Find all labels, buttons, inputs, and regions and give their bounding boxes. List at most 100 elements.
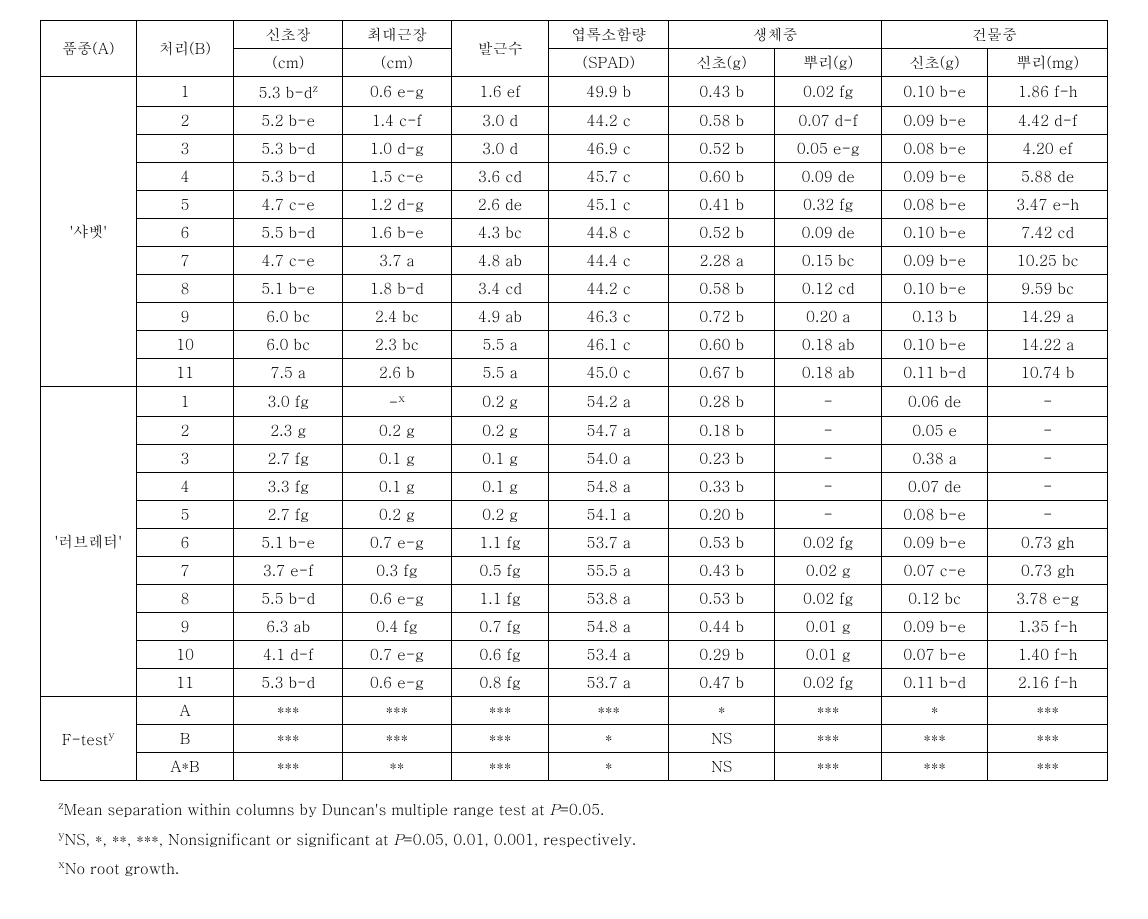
col-root-count: 발근수 <box>451 21 549 77</box>
cell: 0.05 e <box>881 417 987 445</box>
cell: *** <box>988 725 1108 753</box>
cell: *** <box>234 697 343 725</box>
table-row: B**********NS********* <box>41 725 1108 753</box>
sub-fresh-root: 뿌리(g) <box>775 49 881 77</box>
cell: 0.07 c-e <box>881 557 987 585</box>
cell: 0.20 a <box>775 303 881 331</box>
footnote-y-post: =0.05, 0.01, 0.001, respectively. <box>403 829 636 850</box>
cell: 0.6 fg <box>451 641 549 669</box>
col-shoot-length: 신초장 <box>234 21 343 49</box>
cell: 0.72 b <box>668 303 774 331</box>
cell: 55.5 a <box>549 557 669 585</box>
cell: 0.12 bc <box>881 585 987 613</box>
unit-shoot-length: (cm) <box>234 49 343 77</box>
cell: 5.5 b-d <box>234 585 343 613</box>
cell: 3.78 e-g <box>988 585 1108 613</box>
cell: 6.3 ab <box>234 613 343 641</box>
table-row: 73.7 e-f0.3 fg0.5 fg55.5 a0.43 b0.02 g0.… <box>41 557 1108 585</box>
cell: 0.2 g <box>343 501 452 529</box>
cell: A*B <box>136 753 234 781</box>
cell: 4 <box>136 473 234 501</box>
cell: - <box>775 387 881 417</box>
cell: 0.1 g <box>451 473 549 501</box>
table-row: 25.2 b-e1.4 c-f3.0 d44.2 c0.58 b0.07 d-f… <box>41 107 1108 135</box>
cell: 5.2 b-e <box>234 107 343 135</box>
cell: 1.6 b-e <box>343 219 452 247</box>
table-header: 품종(A) 처리(B) 신초장 최대근장 발근수 엽록소함량 생체중 건물중 (… <box>41 21 1108 77</box>
cell: 0.09 de <box>775 163 881 191</box>
cell: 0.73 gh <box>988 557 1108 585</box>
cell: 0.1 g <box>343 445 452 473</box>
cell: - <box>988 473 1108 501</box>
cell: - <box>988 417 1108 445</box>
cell: 0.10 b-e <box>881 219 987 247</box>
table-row: 52.7 fg0.2 g0.2 g54.1 a0.20 b-0.08 b-e- <box>41 501 1108 529</box>
unit-chlorophyll: (SPAD) <box>549 49 669 77</box>
cell: *** <box>343 697 452 725</box>
cell: *** <box>881 725 987 753</box>
cell: 54.7 a <box>549 417 669 445</box>
cell: 6.0 bc <box>234 331 343 359</box>
table-row: '러브레터'13.0 fg-x0.2 g54.2 a0.28 b-0.06 de… <box>41 387 1108 417</box>
cell: 5.1 b-e <box>234 275 343 303</box>
col-treatment: 처리(B) <box>136 21 234 77</box>
cell: 0.10 b-e <box>881 77 987 107</box>
cell: 4.9 ab <box>451 303 549 331</box>
data-table: 품종(A) 처리(B) 신초장 최대근장 발근수 엽록소함량 생체중 건물중 (… <box>40 20 1108 781</box>
table-row: F-testyA******************** <box>41 697 1108 725</box>
cell: 45.7 c <box>549 163 669 191</box>
cell: 2 <box>136 417 234 445</box>
cell: 0.11 b-d <box>881 669 987 697</box>
cell: 2 <box>136 107 234 135</box>
cell: 0.6 e-g <box>343 585 452 613</box>
cell: 1.4 c-f <box>343 107 452 135</box>
cell: 10 <box>136 331 234 359</box>
cell: 44.4 c <box>549 247 669 275</box>
cell: 0.28 b <box>668 387 774 417</box>
cell: - <box>988 387 1108 417</box>
cell: 3.47 e-h <box>988 191 1108 219</box>
cell: 0.58 b <box>668 275 774 303</box>
cell: * <box>881 697 987 725</box>
cell: 3.6 cd <box>451 163 549 191</box>
cell: *** <box>343 725 452 753</box>
table-row: 43.3 fg0.1 g0.1 g54.8 a0.33 b-0.07 de- <box>41 473 1108 501</box>
cell: - <box>775 445 881 473</box>
cell: 4.8 ab <box>451 247 549 275</box>
footnote-x-text: No root growth. <box>65 858 179 879</box>
cell: 4.7 c-e <box>234 247 343 275</box>
col-variety: 품종(A) <box>41 21 137 77</box>
cell: 9 <box>136 613 234 641</box>
footnote-z: zMean separation within columns by Dunca… <box>40 795 1108 825</box>
cell: 2.28 a <box>668 247 774 275</box>
cell: * <box>549 725 669 753</box>
cell: 5.3 b-d <box>234 163 343 191</box>
sub-fresh-shoot: 신초(g) <box>668 49 774 77</box>
cell: 1.1 fg <box>451 585 549 613</box>
cell: 0.18 ab <box>775 331 881 359</box>
cell: 0.8 fg <box>451 669 549 697</box>
group-label: '샤벳' <box>41 77 137 387</box>
cell: - <box>775 417 881 445</box>
cell: 0.52 b <box>668 135 774 163</box>
cell: 0.20 b <box>668 501 774 529</box>
cell: 0.6 e-g <box>343 669 452 697</box>
cell: 0.06 de <box>881 387 987 417</box>
cell: 46.3 c <box>549 303 669 331</box>
cell: 5.5 a <box>451 359 549 387</box>
table-body: '샤벳'15.3 b-dz0.6 e-g1.6 ef49.9 b0.43 b0.… <box>41 77 1108 781</box>
cell: 6.0 bc <box>234 303 343 331</box>
cell: 0.4 fg <box>343 613 452 641</box>
group-label: F-testy <box>41 697 137 781</box>
cell: 2.3 g <box>234 417 343 445</box>
cell: 0.01 g <box>775 613 881 641</box>
cell: 7 <box>136 557 234 585</box>
cell: 2.7 fg <box>234 445 343 473</box>
cell: 0.09 b-e <box>881 247 987 275</box>
cell: 0.73 gh <box>988 529 1108 557</box>
cell: 11 <box>136 359 234 387</box>
table-row: 104.1 d-f0.7 e-g0.6 fg53.4 a0.29 b0.01 g… <box>41 641 1108 669</box>
cell: 9.59 bc <box>988 275 1108 303</box>
table-row: 54.7 c-e1.2 d-g2.6 de45.1 c0.41 b0.32 fg… <box>41 191 1108 219</box>
cell: 5.5 b-d <box>234 219 343 247</box>
